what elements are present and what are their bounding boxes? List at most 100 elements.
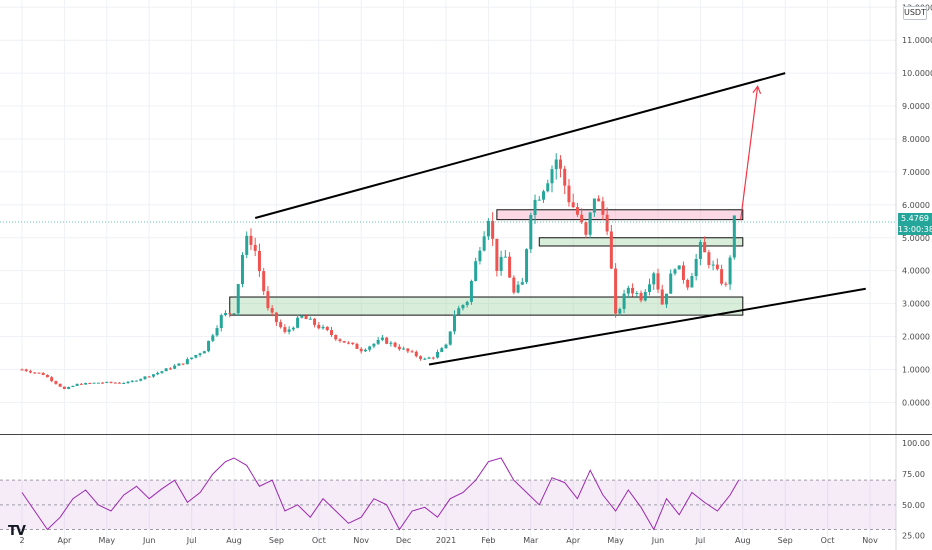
candle-body (402, 348, 406, 350)
candle-body (478, 250, 482, 262)
candle-body (177, 363, 181, 366)
candle-body (109, 381, 113, 383)
candle-body (67, 386, 71, 390)
price-tick-label: 5.0000 (902, 234, 930, 243)
candle-body (436, 351, 440, 358)
candle-body (88, 383, 92, 385)
candle-body (707, 252, 711, 265)
time-tick-label: Dec (396, 536, 411, 545)
candle-body (283, 327, 287, 332)
candle-body (389, 342, 393, 344)
candle-body (84, 383, 88, 385)
price-grid (0, 0, 896, 548)
candle-body (597, 198, 601, 202)
candle-body (253, 244, 257, 251)
rsi-line (21, 457, 740, 531)
candle-body (126, 381, 130, 383)
candle-body (440, 348, 444, 352)
candle-body (215, 328, 219, 336)
candle-body (385, 337, 389, 344)
candle-body (202, 351, 206, 354)
candle-body (715, 264, 719, 270)
candle-body (300, 315, 304, 318)
candle-body (495, 238, 499, 271)
candle-body (118, 382, 122, 384)
candle-body (592, 198, 596, 213)
rsi-axis[interactable]: 100.00 75.00 50.00 25.00 (902, 439, 930, 541)
candle-body (690, 276, 694, 288)
candle-body (558, 159, 562, 169)
candle-body (198, 353, 202, 356)
candle-body (105, 381, 109, 383)
candle-body (164, 368, 168, 372)
candle-body (465, 301, 469, 305)
candle-body (380, 337, 384, 340)
candle-body (139, 378, 143, 381)
candle-body (62, 386, 66, 390)
candle-body (626, 287, 630, 294)
candle-body (673, 269, 677, 274)
candle-body (45, 374, 49, 378)
rsi-grid (0, 479, 896, 530)
candle-body (330, 330, 334, 335)
candle-body (24, 369, 28, 372)
candle-body (28, 371, 32, 373)
candle-body (686, 279, 690, 288)
candle-body (410, 351, 414, 353)
candle-body (376, 339, 380, 344)
candle-body (342, 341, 346, 343)
time-tick-label: Mar (523, 536, 539, 545)
price-tick-label: 7.0000 (902, 168, 930, 177)
candle-body (601, 201, 605, 215)
candle-body (41, 373, 45, 375)
candle-body (325, 326, 329, 331)
candle-body (308, 318, 312, 320)
time-tick-label: Nov (862, 536, 878, 545)
time-axis[interactable]: 2 Apr May Jun Jul Aug Sep Oct Nov Dec 2021 Feb Mar Ap… (19, 536, 878, 545)
candle-body (571, 202, 575, 208)
candle-body (211, 335, 215, 341)
candle-body (512, 277, 516, 293)
candle-body (698, 242, 702, 259)
candle-body (173, 365, 177, 369)
candle-body (232, 313, 236, 315)
candle-body (181, 363, 185, 365)
time-tick-label: Aug (226, 536, 242, 545)
candle-body (580, 214, 584, 223)
candle-body (185, 359, 189, 365)
time-tick-label: Jul (695, 536, 706, 545)
candle-body (554, 159, 558, 170)
rsi-layer (21, 457, 740, 531)
candle-body (58, 383, 62, 387)
candle-body (563, 168, 567, 186)
candle-body (588, 212, 592, 235)
projection-arrow-line (740, 86, 759, 220)
candle-body (355, 343, 359, 349)
candle-body (664, 293, 668, 305)
price-series-layer (0, 153, 896, 390)
candle-body (499, 256, 503, 271)
candle-body (452, 314, 456, 332)
candle-body (660, 289, 664, 305)
time-tick-label: Apr (57, 536, 72, 545)
price-axis[interactable]: 12.000011.000010.00009.00008.00007.00006… (895, 0, 932, 550)
time-tick-label: May (607, 536, 624, 545)
tradingview-logo-icon[interactable]: TV (8, 524, 26, 539)
candle-body (732, 215, 736, 258)
candle-body (618, 308, 622, 314)
trendlines-layer (254, 72, 866, 366)
candle-body (474, 261, 478, 281)
candle-body (508, 256, 512, 278)
time-tick-label: Jul (186, 536, 197, 545)
time-tick-label: May (99, 536, 116, 545)
candle-body (134, 380, 138, 382)
resistance-zone (496, 209, 744, 221)
candle-body (296, 317, 300, 328)
candle-body (338, 339, 342, 342)
price-tick-label: 10.0000 (902, 69, 932, 78)
quote-unit-badge[interactable]: USDT (903, 6, 927, 20)
candle-body (406, 348, 410, 352)
candle-body (457, 308, 461, 315)
candle-body (609, 231, 613, 269)
